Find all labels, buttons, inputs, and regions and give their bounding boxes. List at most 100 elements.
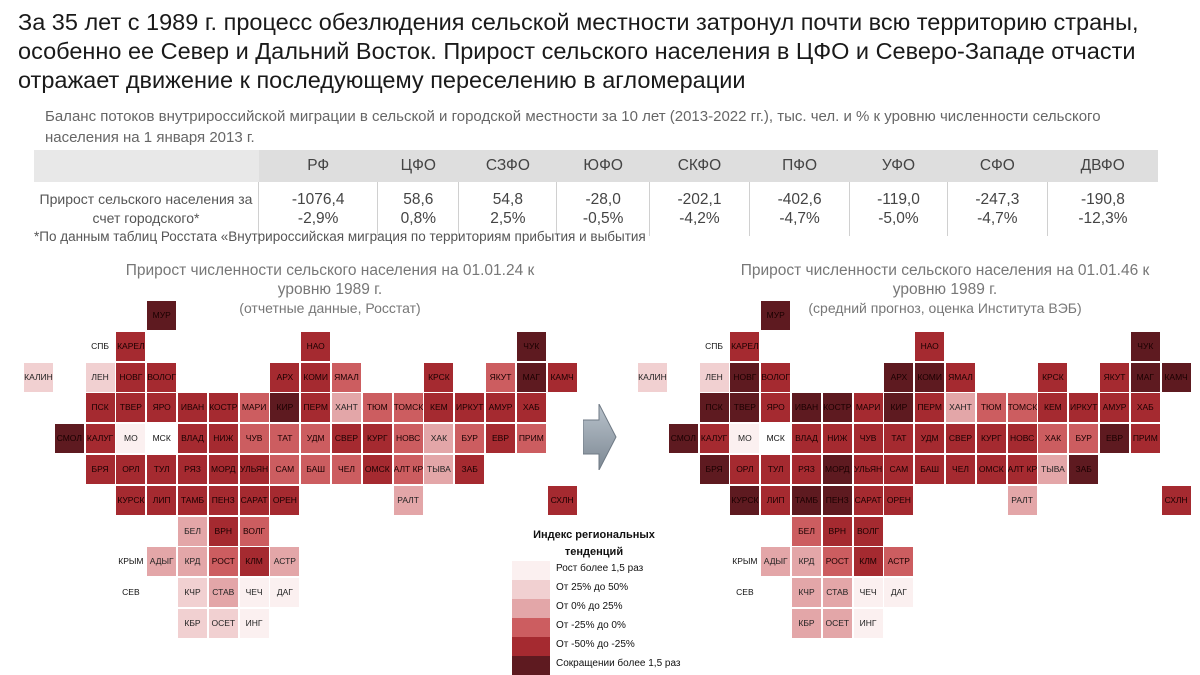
region-tile: РОСТ [208, 547, 238, 577]
region-tile: НОВГ [116, 362, 146, 392]
region-tile: СЕВ [122, 587, 140, 598]
region-tile: ЕВР [1100, 424, 1129, 454]
region-tile: КЕМ [1038, 393, 1068, 423]
region-tile: КЛМ [239, 547, 269, 577]
region-tile: ТОМСК [1007, 393, 1037, 423]
legend-item: От 25% до 50% [512, 580, 712, 599]
region-tile: КАМЧ [1161, 362, 1191, 392]
legend-item: От -50% до -25% [512, 637, 712, 656]
region-tile: АСТР [270, 547, 300, 577]
table-subtitle: Баланс потоков внутрироссийской миграции… [45, 108, 1101, 146]
region-tile: НОВС [1007, 424, 1037, 454]
table-cell: -402,6 -4,7% [749, 182, 851, 236]
legend-label: От -25% до 0% [556, 620, 626, 631]
region-tile: СТАВ [208, 578, 238, 608]
region-tile: КРД [178, 547, 207, 577]
region-tile: АМУР [1100, 393, 1129, 423]
region-tile: МАРИ [239, 393, 269, 423]
cell-percent: -4,7% [977, 210, 1018, 227]
region-tile: РАЛТ [1007, 485, 1037, 515]
region-tile: КИР [884, 393, 914, 423]
region-tile: ЕВР [486, 424, 515, 454]
region-tile: РЯЗ [178, 455, 207, 484]
region-tile: ЯМАЛ [332, 362, 361, 392]
region-tile: ТАМБ [178, 485, 207, 515]
region-tile: СПБ [705, 340, 723, 351]
region-tile: МО [116, 424, 146, 454]
region-tile: ЛЕН [85, 362, 115, 392]
region-tile: ХАК [424, 424, 454, 454]
region-tile: КУРСК [730, 485, 760, 515]
region-tile: ОРЕН [270, 485, 300, 515]
footnote: *По данным таблиц Росстата «Внутрироссий… [34, 229, 646, 244]
region-tile: КИР [270, 393, 300, 423]
region-tile: ЯРО [147, 393, 177, 423]
region-tile: ИРКУТ [455, 393, 485, 423]
legend-swatch [512, 637, 550, 656]
region-tile: КОМИ [915, 362, 945, 392]
region-tile: УЛЬЯН [239, 455, 269, 484]
region-tile: ЛИП [147, 485, 177, 515]
legend-item: От -25% до 0% [512, 618, 712, 637]
region-tile: ТВЕР [730, 393, 760, 423]
region-tile: КРЫМ [732, 556, 758, 567]
region-tile: ЧЕЛ [946, 455, 975, 484]
region-tile: ПЕРМ [915, 393, 945, 423]
region-tile: АСТР [884, 547, 914, 577]
region-tile: САМ [270, 455, 300, 484]
region-tile: ПРИМ [516, 424, 546, 454]
region-tile: ТЫВА [424, 455, 454, 484]
map-right-title-text: Прирост численности сельского населения … [740, 262, 1150, 298]
region-tile: МАГ [1130, 362, 1160, 392]
region-tile: ОМСК [362, 455, 392, 484]
cell-value: -202,1 [677, 191, 722, 208]
legend-swatch [512, 656, 550, 675]
region-tile: ПЕНЗ [822, 485, 852, 515]
table-cell: -247,3 -4,7% [947, 182, 1048, 236]
region-tile: КАМЧ [547, 362, 577, 392]
region-tile: ПСК [699, 393, 729, 423]
region-tile: ТАТ [270, 424, 300, 454]
region-tile: ИНГ [853, 609, 883, 638]
region-tile: ЧУВ [239, 424, 269, 454]
region-tile: ВРН [208, 516, 238, 546]
region-tile: КБР [178, 609, 207, 638]
cell-value: 58,6 [403, 191, 434, 208]
legend-swatch [512, 561, 550, 580]
legend-label: От 0% до 25% [556, 601, 623, 612]
region-tile: БАШ [301, 455, 331, 484]
cell-value: -1076,4 [291, 191, 345, 208]
region-tile: ТВЕР [116, 393, 146, 423]
table-header-cell: СКФО [649, 150, 750, 182]
legend-label: Сокращении более 1,5 раз [556, 658, 681, 669]
table-cell: 58,6 0,8% [377, 182, 460, 236]
region-tile: БУР [1069, 424, 1099, 454]
region-tile: КАРЕЛ [730, 331, 760, 361]
region-tile: ИНГ [239, 609, 269, 638]
region-tile: НАО [915, 331, 945, 361]
cell-value: -190,8 [1080, 191, 1125, 208]
region-tile: ЯКУТ [486, 362, 515, 392]
region-tile: ХАНТ [946, 393, 975, 423]
region-tile: МОРД [822, 455, 852, 484]
region-tile: НОВГ [730, 362, 760, 392]
region-tile: КЧР [792, 578, 821, 608]
region-tile: КУРГ [976, 424, 1006, 454]
table-header-cell: ЦФО [377, 150, 459, 182]
legend-item: От 0% до 25% [512, 599, 712, 618]
table-header-cell: ЮФО [556, 150, 650, 182]
region-tile: КРД [792, 547, 821, 577]
table-header-cell: ПФО [749, 150, 850, 182]
region-tile: ИРКУТ [1069, 393, 1099, 423]
map-left-title: Прирост численности сельского населения … [120, 261, 540, 318]
region-tile: ТЮМ [362, 393, 392, 423]
cell-percent: -0,5% [582, 210, 624, 227]
region-tile: КЕМ [424, 393, 454, 423]
region-tile: АДЫГ [147, 547, 177, 577]
region-tile: КОСТР [822, 393, 852, 423]
map-right-title: Прирост численности сельского населения … [735, 261, 1155, 318]
region-tile: БУР [455, 424, 485, 454]
region-tile: КОСТР [208, 393, 238, 423]
region-tile: ОСЕТ [822, 609, 852, 638]
region-tile: БРЯ [699, 455, 729, 484]
